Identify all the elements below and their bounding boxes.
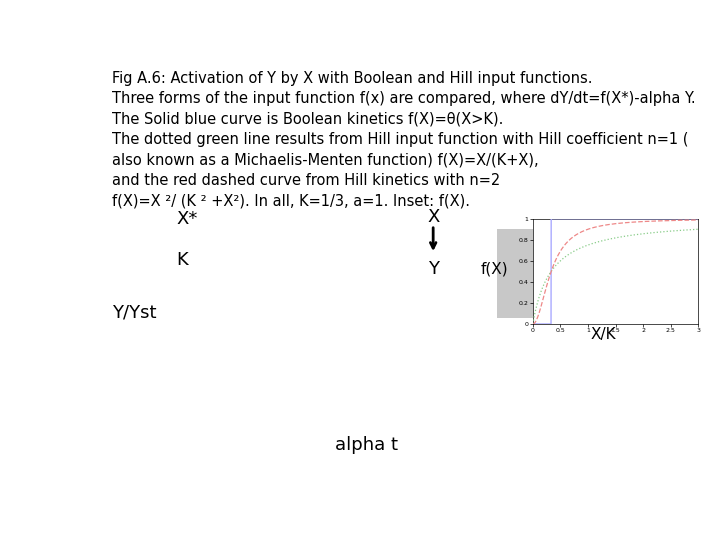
Text: f(X): f(X) [481,261,508,276]
Text: X: X [427,207,439,226]
FancyBboxPatch shape [498,229,637,319]
Text: Y: Y [428,260,438,278]
Text: Y/Yst: Y/Yst [112,303,157,321]
Text: alpha t: alpha t [335,436,397,454]
Text: Fig A.6: Activation of Y by X with Boolean and Hill input functions.
Three forms: Fig A.6: Activation of Y by X with Boole… [112,71,696,208]
Text: X/K: X/K [590,327,616,342]
Text: K: K [176,251,188,269]
Text: X*: X* [176,210,198,228]
